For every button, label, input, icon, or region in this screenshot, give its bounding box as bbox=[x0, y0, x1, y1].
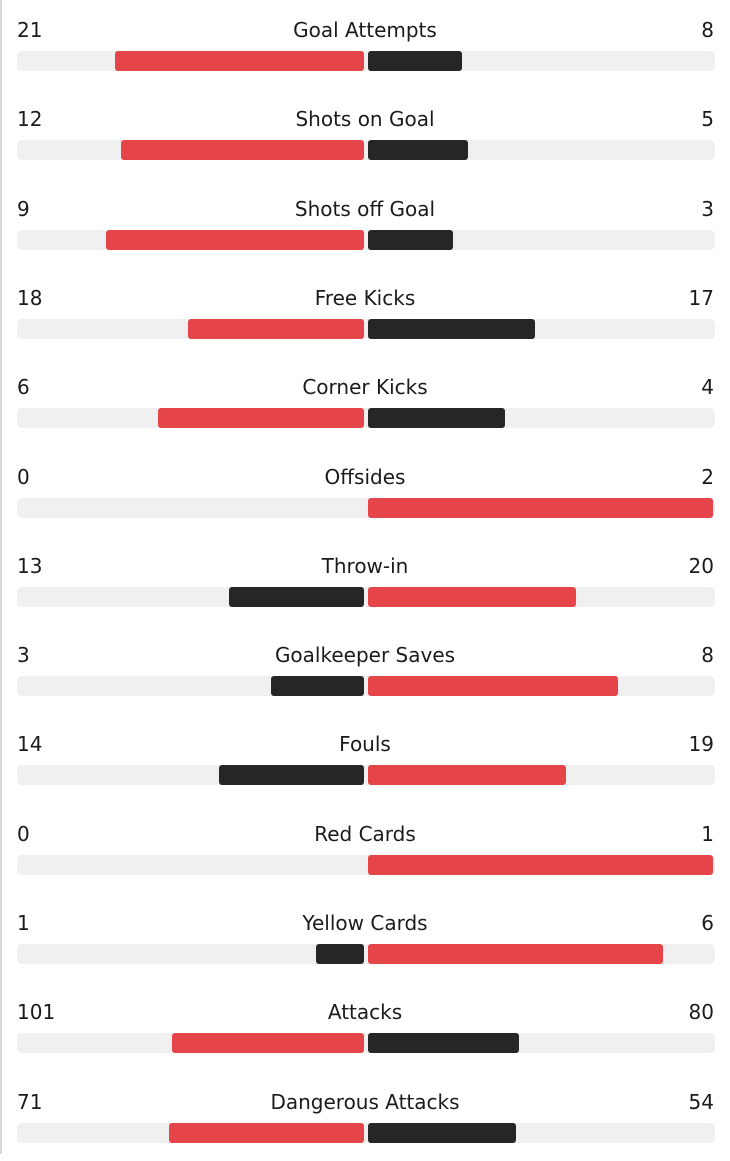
stat-row: 18 Free Kicks 17 bbox=[0, 268, 730, 357]
home-value: 13 bbox=[17, 554, 43, 578]
stat-label: Yellow Cards bbox=[302, 911, 428, 935]
home-value: 0 bbox=[17, 465, 30, 489]
stat-row: 13 Throw-in 20 bbox=[0, 536, 730, 625]
home-bar bbox=[187, 319, 364, 339]
stat-row: 3 Goalkeeper Saves 8 bbox=[0, 625, 730, 714]
stat-row: 21 Goal Attempts 8 bbox=[0, 0, 730, 89]
home-bar bbox=[271, 676, 364, 696]
away-bar bbox=[368, 230, 453, 250]
away-bar bbox=[368, 408, 505, 428]
stat-label: Goalkeeper Saves bbox=[274, 643, 456, 667]
comparison-track bbox=[17, 765, 715, 785]
home-value: 12 bbox=[17, 107, 43, 131]
home-value: 71 bbox=[17, 1090, 43, 1114]
home-bar bbox=[316, 944, 364, 964]
home-bar bbox=[157, 408, 364, 428]
comparison-track bbox=[17, 676, 715, 696]
home-bar bbox=[229, 587, 364, 607]
away-bar bbox=[368, 855, 713, 875]
home-value: 1 bbox=[17, 911, 30, 935]
home-value: 9 bbox=[17, 197, 30, 221]
stat-row: 1 Yellow Cards 6 bbox=[0, 893, 730, 982]
comparison-track bbox=[17, 408, 715, 428]
stat-label: Fouls bbox=[339, 732, 391, 756]
away-value: 20 bbox=[688, 554, 714, 578]
comparison-track bbox=[17, 1123, 715, 1143]
stat-label: Attacks bbox=[327, 1000, 403, 1024]
home-bar bbox=[172, 1033, 364, 1053]
stat-row: 14 Fouls 19 bbox=[0, 714, 730, 803]
away-value: 8 bbox=[701, 643, 714, 667]
home-value: 3 bbox=[17, 643, 30, 667]
comparison-track bbox=[17, 498, 715, 518]
home-bar bbox=[114, 51, 364, 71]
away-value: 8 bbox=[701, 18, 714, 42]
stat-label: Dangerous Attacks bbox=[270, 1090, 460, 1114]
away-value: 2 bbox=[701, 465, 714, 489]
stat-row: 71 Dangerous Attacks 54 bbox=[0, 1072, 730, 1161]
home-value: 0 bbox=[17, 822, 30, 846]
away-value: 4 bbox=[701, 375, 714, 399]
comparison-track bbox=[17, 230, 715, 250]
stat-label: Offsides bbox=[324, 465, 406, 489]
away-bar bbox=[368, 319, 535, 339]
stat-label: Red Cards bbox=[314, 822, 416, 846]
stat-label: Free Kicks bbox=[314, 286, 416, 310]
away-bar bbox=[368, 498, 713, 518]
away-bar bbox=[368, 1123, 516, 1143]
stat-label: Shots off Goal bbox=[294, 197, 436, 221]
comparison-track bbox=[17, 51, 715, 71]
home-value: 14 bbox=[17, 732, 43, 756]
stat-label: Corner Kicks bbox=[302, 375, 428, 399]
away-bar bbox=[368, 676, 619, 696]
comparison-track bbox=[17, 587, 715, 607]
away-bar bbox=[368, 587, 577, 607]
stat-label: Shots on Goal bbox=[295, 107, 435, 131]
home-value: 21 bbox=[17, 18, 43, 42]
away-bar bbox=[368, 944, 664, 964]
away-value: 19 bbox=[688, 732, 714, 756]
home-value: 6 bbox=[17, 375, 30, 399]
stat-row: 9 Shots off Goal 3 bbox=[0, 179, 730, 268]
comparison-track bbox=[17, 1033, 715, 1053]
comparison-track bbox=[17, 319, 715, 339]
stat-label: Throw-in bbox=[321, 554, 409, 578]
stat-row: 12 Shots on Goal 5 bbox=[0, 89, 730, 178]
home-value: 101 bbox=[17, 1000, 56, 1024]
left-divider bbox=[0, 0, 2, 1154]
home-value: 18 bbox=[17, 286, 43, 310]
stat-row: 6 Corner Kicks 4 bbox=[0, 357, 730, 446]
stat-row: 0 Red Cards 1 bbox=[0, 804, 730, 893]
home-bar bbox=[168, 1123, 364, 1143]
comparison-track bbox=[17, 944, 715, 964]
away-value: 6 bbox=[701, 911, 714, 935]
stat-row: 0 Offsides 2 bbox=[0, 447, 730, 536]
comparison-track bbox=[17, 855, 715, 875]
away-value: 17 bbox=[688, 286, 714, 310]
away-bar bbox=[368, 140, 469, 160]
comparison-track bbox=[17, 140, 715, 160]
away-value: 80 bbox=[688, 1000, 714, 1024]
away-bar bbox=[368, 765, 566, 785]
home-bar bbox=[218, 765, 364, 785]
home-bar bbox=[105, 230, 364, 250]
away-value: 3 bbox=[701, 197, 714, 221]
stat-label: Goal Attempts bbox=[293, 18, 437, 42]
away-bar bbox=[368, 1033, 520, 1053]
away-bar bbox=[368, 51, 462, 71]
away-value: 5 bbox=[701, 107, 714, 131]
home-bar bbox=[121, 140, 364, 160]
away-value: 54 bbox=[688, 1090, 714, 1114]
stat-row: 101 Attacks 80 bbox=[0, 982, 730, 1071]
away-value: 1 bbox=[701, 822, 714, 846]
